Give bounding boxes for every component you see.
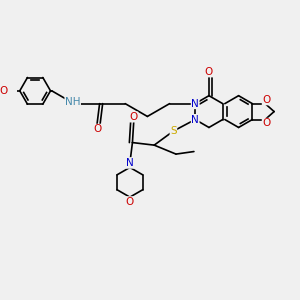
Text: N: N xyxy=(126,158,134,168)
Text: O: O xyxy=(262,95,271,105)
Text: O: O xyxy=(205,67,213,77)
Text: O: O xyxy=(93,124,101,134)
Text: O: O xyxy=(262,118,271,128)
Text: N: N xyxy=(126,158,134,168)
Text: N: N xyxy=(191,99,199,109)
Text: O: O xyxy=(130,112,138,122)
Text: O: O xyxy=(126,197,134,207)
Text: S: S xyxy=(170,126,177,136)
Text: NH: NH xyxy=(65,98,80,107)
Text: O: O xyxy=(0,86,7,96)
Text: N: N xyxy=(191,115,199,124)
